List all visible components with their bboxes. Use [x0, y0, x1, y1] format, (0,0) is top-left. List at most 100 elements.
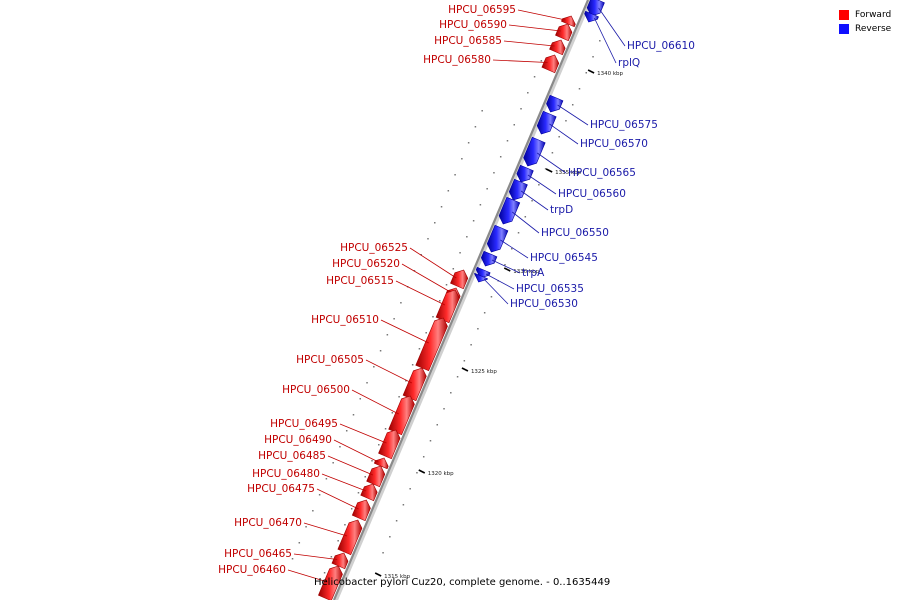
reverse-swatch [839, 24, 849, 34]
position-dot [418, 348, 421, 350]
tick-mark [545, 168, 553, 173]
reverse-leader-line [549, 123, 579, 145]
reverse-gene-label: HPCU_06545 [530, 252, 598, 264]
position-dot [447, 190, 450, 192]
forward-gene-arrow [388, 395, 415, 436]
reverse-gene-label: rplQ [618, 57, 640, 69]
forward-gene-label: HPCU_06585 [434, 35, 502, 47]
forward-gene-arrow [435, 289, 460, 324]
position-dot [466, 236, 468, 238]
position-dot [486, 188, 488, 190]
forward-gene-arrow [351, 499, 371, 522]
forward-gene-label: HPCU_06475 [247, 483, 315, 495]
forward-leader-line [351, 389, 399, 415]
reverse-leader-line [520, 190, 549, 211]
position-dot [350, 508, 353, 510]
position-dot [454, 174, 456, 176]
position-dot [524, 216, 527, 218]
position-dot [305, 526, 307, 528]
forward-leader-line [380, 319, 429, 344]
position-dot [551, 152, 554, 154]
position-dot [337, 540, 339, 542]
reverse-gene-arrow [516, 164, 534, 183]
forward-gene-arrow [337, 519, 363, 556]
position-dot [339, 446, 341, 448]
forward-leader-line [365, 359, 413, 384]
position-dot [344, 524, 346, 526]
reverse-leader-line [483, 278, 509, 305]
legend-forward-label: Forward [855, 10, 892, 20]
position-dot [474, 126, 477, 128]
position-dot [499, 156, 502, 158]
reverse-gene-arrow [586, 0, 605, 17]
tick-mark [461, 367, 469, 372]
position-dot [483, 312, 486, 314]
reverse-gene-label: HPCU_06610 [627, 40, 695, 52]
position-dot [467, 142, 470, 144]
forward-leader-line [503, 40, 555, 47]
forward-leader-line [293, 553, 338, 560]
forward-leader-line [333, 439, 379, 463]
reverse-gene-arrow [523, 136, 546, 167]
position-dot [323, 572, 326, 574]
position-dot [405, 380, 407, 382]
forward-gene-label: HPCU_06470 [234, 517, 302, 529]
legend-forward: Forward [839, 8, 891, 22]
tick-label: 1340 kbp [597, 71, 623, 77]
position-dot [439, 300, 441, 302]
position-dot [366, 382, 368, 384]
forward-leader-line [492, 59, 548, 63]
forward-leader-line [303, 522, 348, 537]
position-dot [318, 494, 321, 496]
position-dot [395, 520, 398, 522]
position-dot [325, 478, 328, 480]
position-dot [357, 492, 360, 494]
position-dot [527, 92, 529, 94]
position-dot [384, 428, 387, 430]
position-dot [463, 360, 466, 362]
position-dot [513, 124, 516, 126]
position-dot [592, 56, 594, 58]
reverse-gene-label: HPCU_06560 [558, 188, 626, 200]
forward-gene-label: HPCU_06515 [326, 275, 394, 287]
scale-ticks: 1340 kbp 1335 kbp 1330 kbp 1325 kbp 1320 kbp… [374, 69, 624, 580]
genome-backbone [332, 0, 592, 600]
forward-gene-arrow [549, 39, 566, 56]
reverse-leader-line [485, 273, 515, 290]
position-dot [411, 364, 414, 366]
position-dot [544, 168, 547, 170]
reverse-gene-label: trpD [550, 204, 573, 216]
position-dot [531, 200, 533, 202]
position-dot [298, 542, 301, 544]
forward-leader-line [508, 24, 561, 32]
backbone-line [332, 0, 590, 600]
forward-swatch [839, 10, 849, 20]
reverse-gene-arrow [480, 250, 498, 267]
gene-labels: HPCU_06595 HPCU_06590 HPCU_06585 HPCU_06580… [218, 4, 695, 583]
position-dot [427, 238, 429, 240]
forward-gene-arrow [360, 483, 378, 502]
position-dot [382, 552, 384, 554]
position-dot [511, 248, 513, 250]
forward-leader-line [327, 455, 374, 476]
forward-leader-line [321, 473, 367, 492]
reverse-gene-label: HPCU_06575 [590, 119, 658, 131]
forward-gene-label: HPCU_06490 [264, 434, 332, 446]
position-dot [393, 318, 395, 320]
position-dots [291, 40, 601, 574]
position-dot [291, 558, 294, 560]
position-dot [571, 104, 574, 106]
forward-leader-line [409, 247, 457, 279]
reverse-leader-line [491, 259, 521, 274]
position-dot [558, 136, 560, 138]
position-dot [352, 414, 355, 416]
position-dot [540, 60, 543, 62]
position-dot [425, 332, 427, 334]
forward-gene-arrow [541, 54, 560, 74]
position-dot [481, 110, 483, 112]
forward-gene-label: HPCU_06595 [448, 4, 516, 16]
position-dot [538, 184, 540, 186]
position-dot [391, 412, 394, 414]
position-dot [373, 366, 375, 368]
position-dot [477, 328, 479, 330]
